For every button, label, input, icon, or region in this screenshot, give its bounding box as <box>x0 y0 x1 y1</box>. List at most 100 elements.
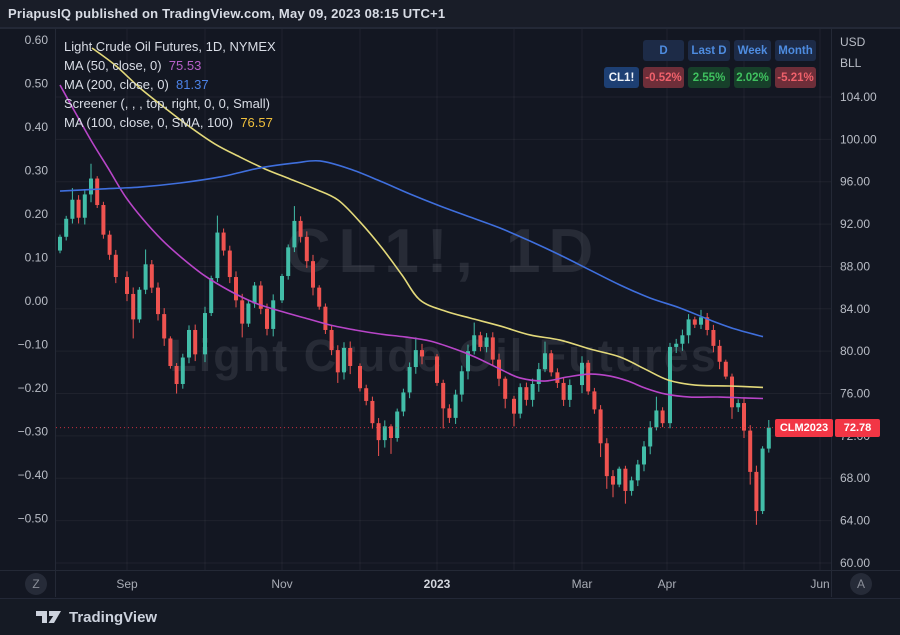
candle <box>292 206 297 253</box>
candle <box>503 376 508 409</box>
candle <box>441 379 446 429</box>
candle <box>389 424 393 454</box>
candle <box>642 441 646 472</box>
screener-col-month[interactable]: Month <box>775 40 816 61</box>
right-axis-tick: 100.00 <box>840 132 877 146</box>
candles-layer <box>58 163 771 525</box>
publish-line: PriapusIQ published on TradingView.com, … <box>8 6 446 21</box>
candle <box>592 387 597 414</box>
screener-col-week[interactable]: Week <box>734 40 771 61</box>
candle <box>286 244 291 280</box>
candle <box>524 382 529 406</box>
left-axis-tick: 0.50 <box>25 77 49 91</box>
candle <box>598 405 603 458</box>
legend-ma50: MA (50, close, 0) 75.53 <box>64 58 202 73</box>
candle <box>180 353 185 389</box>
candle <box>518 383 523 419</box>
candle <box>604 438 609 489</box>
time-axis-tick: 2023 <box>424 577 451 591</box>
left-axis-tick: −0.20 <box>18 381 49 395</box>
candle <box>692 316 697 329</box>
candle <box>82 189 87 225</box>
price-label-value: 72.78 <box>835 419 880 437</box>
left-price-scale[interactable]: 0.60 0.50 0.40 0.30 0.20 0.10 0.00 −0.10 −0.20 −0… <box>18 33 49 526</box>
left-axis-tick: 0.40 <box>25 120 49 134</box>
legend-ma100: MA (100, close, 0, SMA, 100) 76.57 <box>64 115 273 130</box>
candle <box>376 418 381 457</box>
candle <box>298 216 303 243</box>
candle <box>143 249 148 295</box>
right-price-scale[interactable]: USD BLL 104.00 100.00 96.00 92.00 88.00 84.00 80… <box>840 35 877 570</box>
time-scale[interactable]: Sep Nov 2023 Mar Apr Jun <box>116 577 829 591</box>
candle <box>174 363 179 394</box>
candle <box>335 345 340 383</box>
candle <box>265 303 269 336</box>
ma50-line <box>59 84 764 400</box>
candle <box>742 398 746 438</box>
candle <box>89 163 93 203</box>
candle <box>113 249 118 284</box>
price-label-contract: CLM2023 <box>775 419 833 437</box>
candle <box>674 338 679 353</box>
candle <box>717 339 722 370</box>
a-auto-scale-button[interactable]: A <box>850 573 872 595</box>
candle <box>730 373 734 419</box>
left-axis-tick: −0.30 <box>18 425 49 439</box>
left-axis-tick: −0.40 <box>18 468 49 482</box>
candle <box>407 362 412 399</box>
right-axis-tick: 64.00 <box>840 514 870 528</box>
candle <box>453 389 458 424</box>
legend-screener: Screener (, , , top, right, 0, 0, Small) <box>64 96 270 111</box>
tradingview-logo-icon[interactable] <box>36 609 61 625</box>
publish-header: PriapusIQ published on TradingView.com, … <box>0 0 900 28</box>
candle <box>478 331 483 352</box>
candle <box>586 360 591 395</box>
candle <box>420 343 424 365</box>
left-axis-tick: 0.60 <box>25 33 49 47</box>
left-axis-tick: −0.10 <box>18 338 49 352</box>
plot-layers <box>56 47 831 525</box>
candle <box>162 308 167 346</box>
ma100-line <box>91 47 764 389</box>
ma200-value: 81.37 <box>176 77 209 92</box>
candle <box>95 176 100 209</box>
candle <box>246 300 251 327</box>
candle <box>149 260 154 294</box>
candle <box>58 234 62 254</box>
candle <box>686 314 691 344</box>
screener-col-lastday[interactable]: Last D <box>688 40 730 61</box>
screener-symbol[interactable]: CL1! <box>604 67 639 88</box>
candle <box>413 337 418 374</box>
candle <box>329 325 334 356</box>
right-axis-tick: 76.00 <box>840 387 870 401</box>
time-axis-tick: Sep <box>116 577 138 591</box>
candle <box>466 344 470 380</box>
candle <box>623 465 628 504</box>
right-axis-tick: 60.00 <box>840 556 870 570</box>
screener-value-month: -5.21% <box>775 67 816 88</box>
candle <box>490 332 495 367</box>
candle <box>395 408 400 442</box>
candle <box>364 384 369 406</box>
right-axis-tick: 84.00 <box>840 302 870 316</box>
candle <box>635 459 640 487</box>
legend-symbol-title: Light Crude Oil Futures, 1D, NYMEX <box>64 39 276 54</box>
candle <box>280 273 284 303</box>
candle <box>668 342 672 429</box>
legend-ma200: MA (200, close, 0) 81.37 <box>64 77 209 92</box>
z-scale-button[interactable]: Z <box>25 573 47 595</box>
candle <box>617 466 622 488</box>
tradingview-brand[interactable]: TradingView <box>69 608 158 626</box>
screener-col-day[interactable]: D <box>643 40 684 61</box>
candle <box>271 294 276 337</box>
right-axis-tick: 68.00 <box>840 471 870 485</box>
ma50-value: 75.53 <box>168 58 202 73</box>
candle <box>567 379 572 407</box>
plot-borders <box>0 28 900 597</box>
candle <box>736 399 741 412</box>
candle <box>766 419 771 453</box>
left-axis-tick: 0.00 <box>25 294 49 308</box>
candle <box>680 329 685 351</box>
